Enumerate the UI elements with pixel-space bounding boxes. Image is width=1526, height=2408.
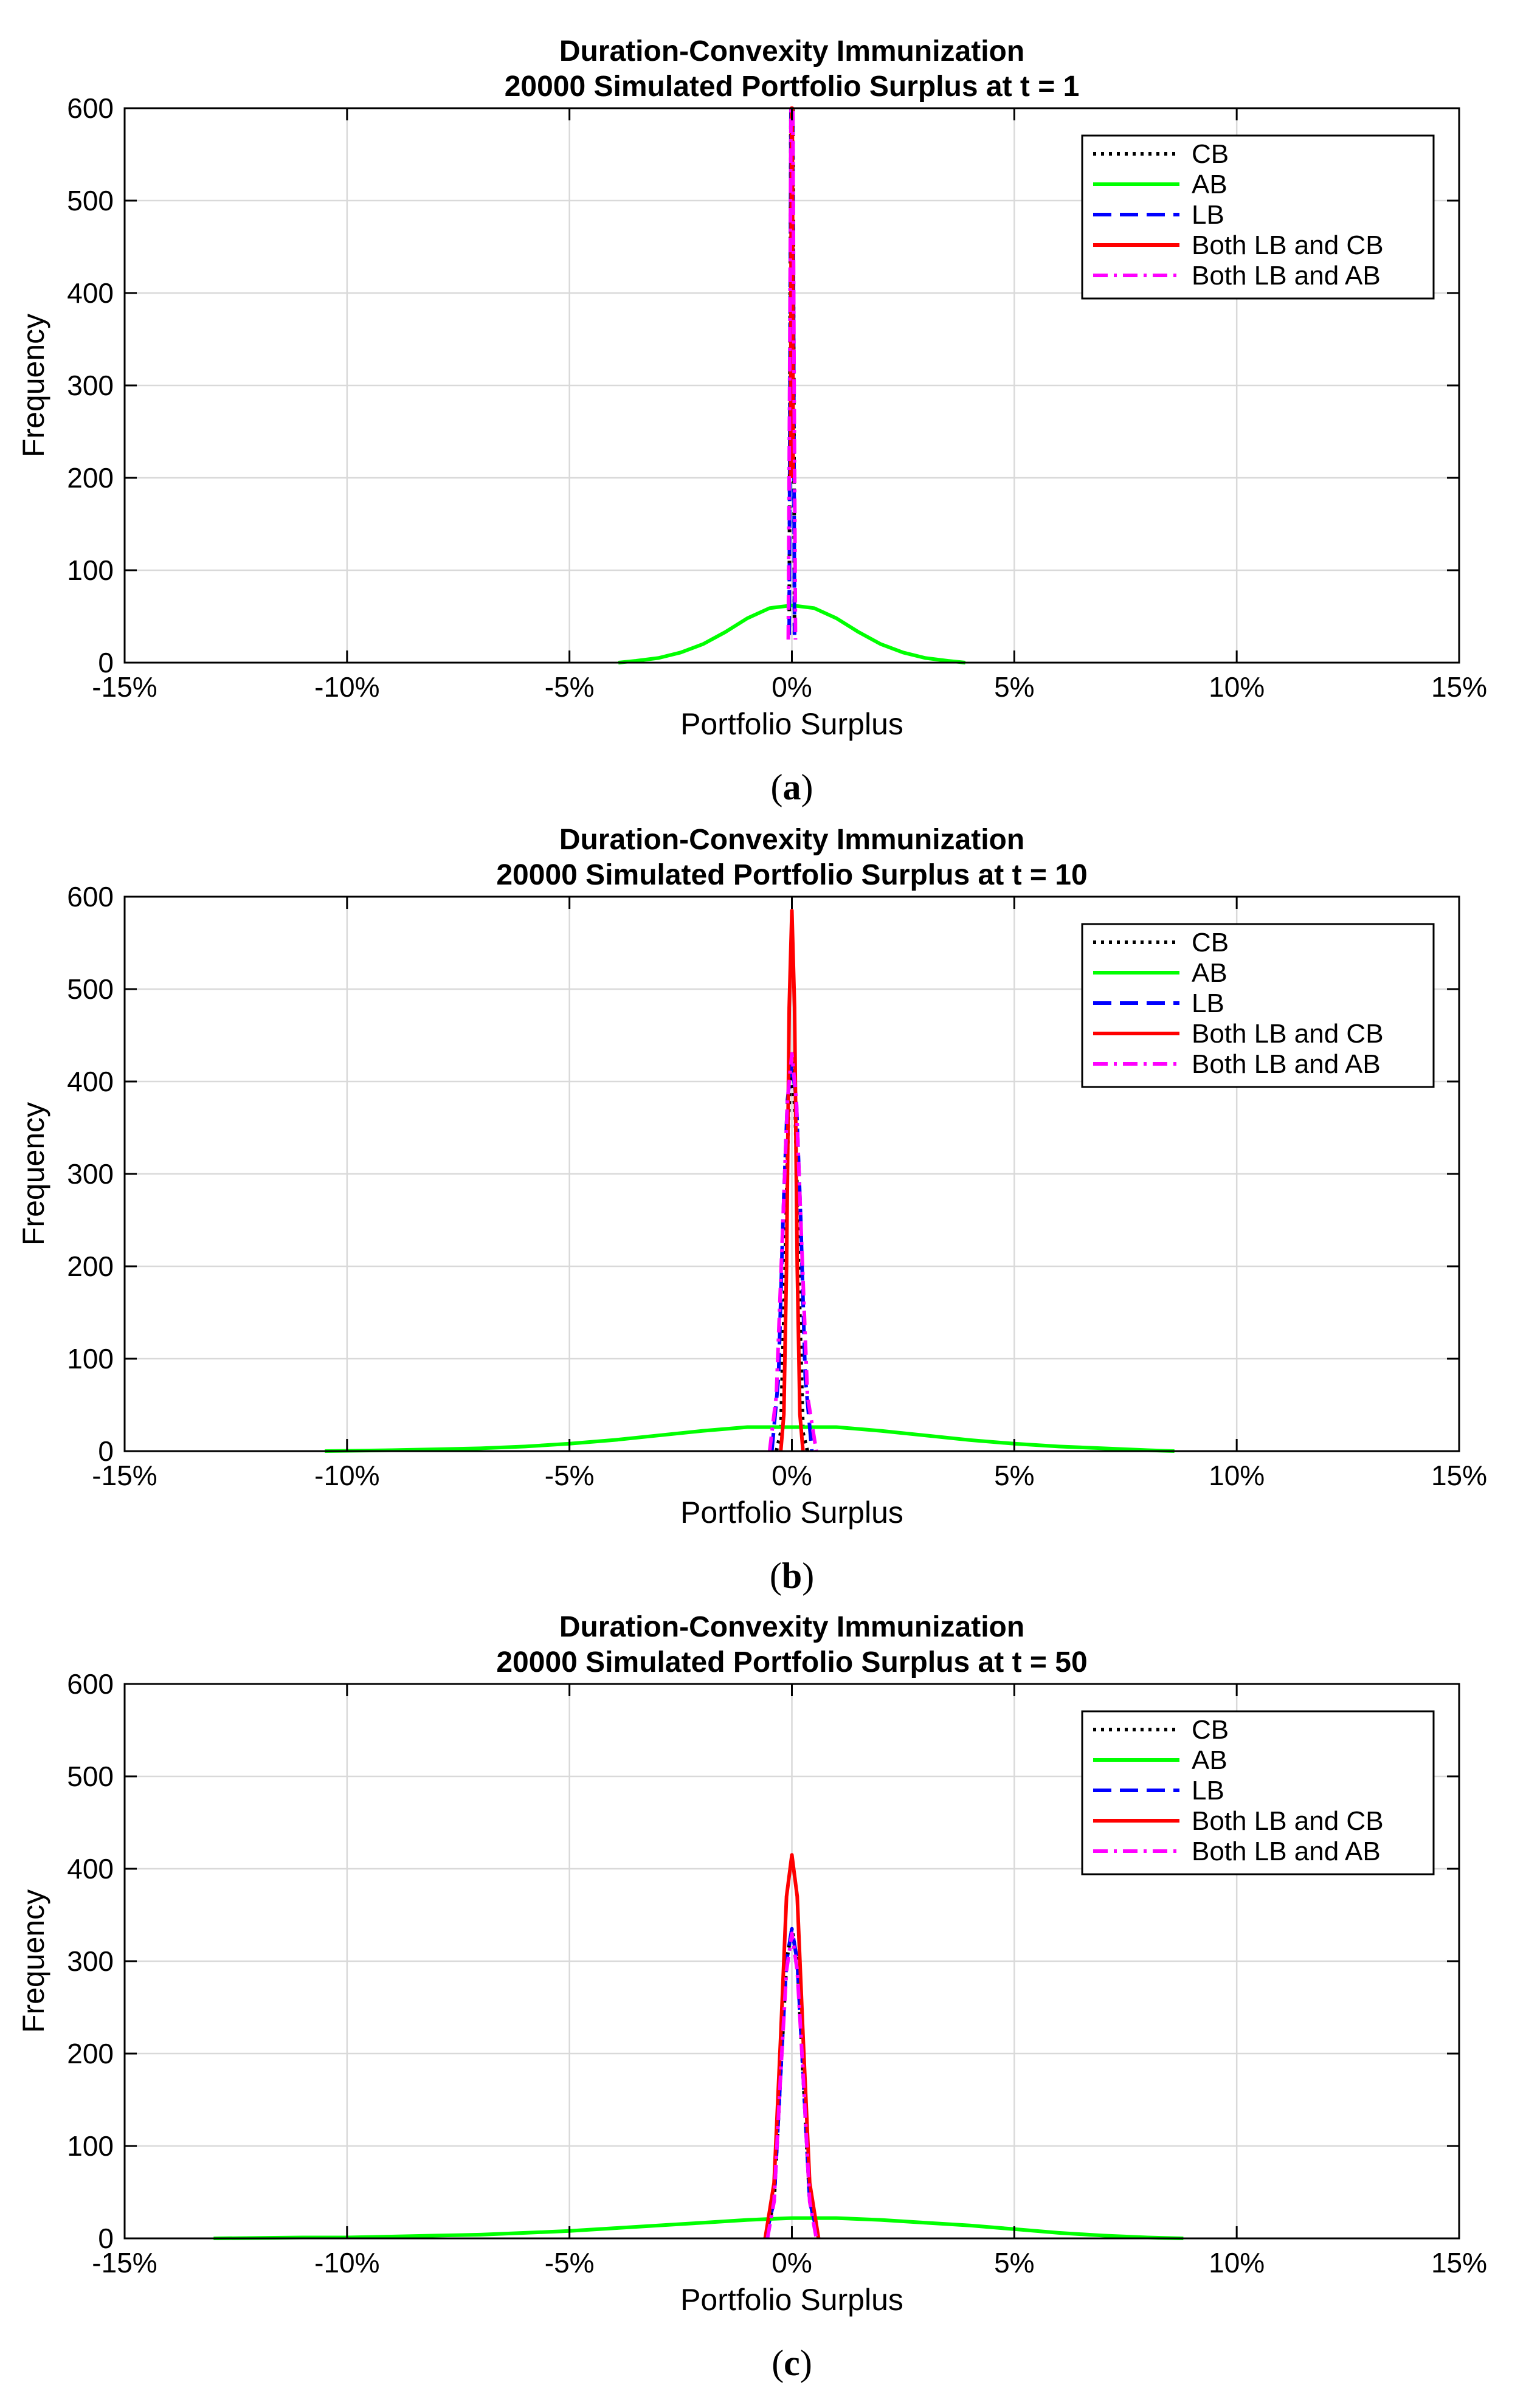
x-tick-label: 15% xyxy=(1431,671,1487,703)
x-tick-label: 0% xyxy=(772,2247,812,2279)
x-tick-label: 5% xyxy=(994,1460,1034,1491)
x-tick-label: 5% xyxy=(994,671,1034,703)
x-tick-label: 15% xyxy=(1431,2247,1487,2279)
x-tick-label: -10% xyxy=(314,671,379,703)
x-tick-label: -15% xyxy=(92,1460,157,1491)
legend-label: CB xyxy=(1192,139,1229,169)
y-tick-label: 400 xyxy=(67,1066,114,1097)
chart-title-line1: Duration-Convexity Immunization xyxy=(559,1611,1024,1643)
chart-title-line2: 20000 Simulated Portfolio Surplus at t =… xyxy=(496,859,1087,891)
panel-caption: (a) xyxy=(771,767,813,807)
y-tick-label: 100 xyxy=(67,554,114,586)
y-tick-label: 300 xyxy=(67,1158,114,1190)
legend-box xyxy=(1081,923,1435,1088)
y-tick-label: 300 xyxy=(67,370,114,401)
caption-paren-close: ) xyxy=(801,767,813,807)
x-axis-label: Portfolio Surplus xyxy=(680,707,903,741)
legend-label: AB xyxy=(1192,958,1227,988)
y-axis-label: Frequency xyxy=(16,1889,50,2033)
legend-label: LB xyxy=(1192,988,1224,1018)
legend-label: AB xyxy=(1192,170,1227,199)
series-line-both-lb-and-ab xyxy=(765,1931,818,2239)
panel-caption: (c) xyxy=(772,2343,812,2383)
series-line-both-lb-and-cb xyxy=(779,908,805,1452)
y-axis-label: Frequency xyxy=(16,314,50,457)
series-line-both-lb-and-ab xyxy=(767,1052,818,1452)
caption-paren-open: ( xyxy=(772,2343,784,2383)
y-tick-label: 100 xyxy=(67,1343,114,1375)
y-tick-label: 600 xyxy=(67,1668,114,1700)
y-tick-label: 0 xyxy=(98,2223,114,2254)
y-tick-label: 500 xyxy=(67,973,114,1005)
x-tick-label: 10% xyxy=(1209,671,1265,703)
legend-label: AB xyxy=(1192,1745,1227,1775)
legend-label: Both LB and CB xyxy=(1192,230,1384,260)
caption-paren-close: ) xyxy=(800,2343,812,2383)
y-tick-label: 200 xyxy=(67,462,114,494)
x-tick-label: 10% xyxy=(1209,2247,1265,2279)
panel-a: -15% -10% -5% 0% 5% 10% 15% 0 100 200 300 400 500 600… xyxy=(16,35,1487,807)
legend-label: Both LB and CB xyxy=(1192,1806,1384,1836)
legend-label: Both LB and AB xyxy=(1192,261,1381,291)
x-tick-label: -5% xyxy=(545,671,595,703)
x-tick-label: 15% xyxy=(1431,1460,1487,1491)
x-tick-label: -5% xyxy=(545,1460,595,1491)
x-tick-label: 0% xyxy=(772,1460,812,1491)
series-line-ab xyxy=(325,1425,1175,1453)
panel-caption: (b) xyxy=(770,1556,814,1596)
legend-label: LB xyxy=(1192,200,1224,230)
caption-paren-open: ( xyxy=(771,767,783,807)
caption-letter: c xyxy=(784,2343,800,2383)
caption-paren-open: ( xyxy=(770,1556,782,1596)
x-tick-label: -15% xyxy=(92,2247,157,2279)
y-tick-label: 600 xyxy=(67,881,114,912)
y-tick-label: 200 xyxy=(67,2038,114,2069)
chart-title-line1: Duration-Convexity Immunization xyxy=(559,35,1024,67)
y-tick-label: 400 xyxy=(67,1853,114,1885)
y-tick-label: 100 xyxy=(67,2130,114,2162)
legend-box xyxy=(1081,1710,1435,1875)
panel-c: -15% -10% -5% 0% 5% 10% 15% 0 100 200 300 400 500 600… xyxy=(16,1611,1487,2383)
chart-title-line1: Duration-Convexity Immunization xyxy=(559,824,1024,856)
x-tick-label: -10% xyxy=(314,2247,379,2279)
y-tick-label: 200 xyxy=(67,1251,114,1282)
x-tick-label: 10% xyxy=(1209,1460,1265,1491)
x-tick-label: 0% xyxy=(772,671,812,703)
y-tick-label: 0 xyxy=(98,1435,114,1467)
caption-letter: a xyxy=(783,767,801,807)
legend-box xyxy=(1081,134,1435,300)
y-tick-label: 500 xyxy=(67,1761,114,1792)
x-tick-label: -15% xyxy=(92,671,157,703)
x-tick-label: 5% xyxy=(994,2247,1034,2279)
x-axis-label: Portfolio Surplus xyxy=(680,1496,903,1530)
panel-b: -15% -10% -5% 0% 5% 10% 15% 0 100 200 300 400 500 600… xyxy=(16,824,1487,1596)
caption-paren-close: ) xyxy=(802,1556,814,1596)
y-tick-label: 300 xyxy=(67,1945,114,1977)
y-tick-label: 600 xyxy=(67,92,114,124)
x-axis-label: Portfolio Surplus xyxy=(680,2283,903,2317)
chart-title-line2: 20000 Simulated Portfolio Surplus at t =… xyxy=(505,71,1080,103)
y-tick-label: 400 xyxy=(67,277,114,309)
legend-label: Both LB and AB xyxy=(1192,1837,1381,1866)
series-line-ab xyxy=(213,2216,1184,2240)
caption-letter: b xyxy=(782,1556,802,1596)
y-tick-label: 0 xyxy=(98,647,114,678)
legend-label: Both LB and CB xyxy=(1192,1019,1384,1049)
chart-title-line2: 20000 Simulated Portfolio Surplus at t =… xyxy=(496,1646,1087,1678)
x-tick-label: -10% xyxy=(314,1460,379,1491)
legend-label: LB xyxy=(1192,1776,1224,1806)
legend-label: CB xyxy=(1192,1715,1229,1745)
series-line-ab xyxy=(618,603,966,664)
y-axis-label: Frequency xyxy=(16,1102,50,1246)
legend-label: Both LB and AB xyxy=(1192,1049,1381,1079)
y-tick-label: 500 xyxy=(67,185,114,216)
series-line-both-lb-and-ab xyxy=(786,106,798,640)
x-tick-label: -5% xyxy=(545,2247,595,2279)
legend-label: CB xyxy=(1192,928,1229,957)
